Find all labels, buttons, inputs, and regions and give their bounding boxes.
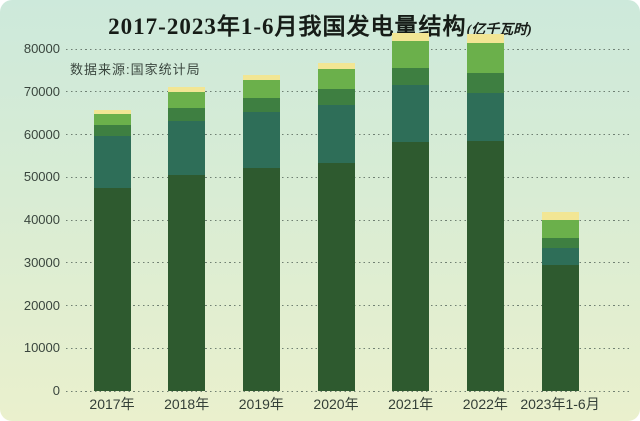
bar-2022年 [466, 34, 504, 391]
bar-2023年1-6月 [541, 211, 579, 391]
bar-2021年-dark-green-bottom-segment [392, 141, 430, 391]
bar-2017年 [93, 109, 131, 391]
bar-2019年-dark-green-bottom-segment [242, 168, 280, 391]
bar-2019年-bright-green-segment [242, 80, 280, 98]
y-axis-label-70000: 70000 [23, 83, 60, 99]
bar-2017年-bright-green-segment [93, 113, 131, 126]
bar-2023年1-6月-medium-green-segment [541, 238, 579, 249]
chart-title: 2017-2023年1-6月我国发电量结构(亿千瓦时) [0, 7, 640, 41]
bar-2020年-teal-segment [317, 105, 355, 164]
bar-2022年-teal-segment [466, 92, 504, 141]
bar-2021年 [392, 33, 430, 391]
bar-2017年-pale-yellow-top-segment [93, 109, 131, 114]
bar-2021年-bright-green-segment [392, 40, 430, 69]
y-axis-label-60000: 60000 [23, 126, 60, 142]
x-axis-label-2023年1-6月: 2023年1-6月 [520, 396, 600, 412]
bar-2023年1-6月-dark-green-bottom-segment [541, 264, 579, 391]
x-axis-label-2021年: 2021年 [388, 396, 434, 412]
bar-2022年-medium-green-segment [466, 72, 504, 93]
bar-2020年-pale-yellow-top-segment [317, 63, 355, 70]
x-axis-label-2017年: 2017年 [89, 396, 135, 412]
gridline-80000 [66, 48, 630, 50]
bar-2020年-medium-green-segment [317, 89, 355, 105]
bar-2022年-bright-green-segment [466, 43, 504, 73]
bar-2019年 [242, 75, 280, 391]
bar-2023年1-6月-pale-yellow-top-segment [541, 211, 579, 220]
bar-2018年-bright-green-segment [168, 91, 206, 109]
y-axis-label-40000: 40000 [23, 212, 60, 227]
bar-2020年-bright-green-segment [317, 69, 355, 90]
bar-2017年-medium-green-segment [93, 125, 131, 136]
y-axis-label-50000: 50000 [23, 169, 60, 185]
bar-2021年-teal-segment [392, 84, 430, 142]
y-axis-label-20000: 20000 [23, 297, 60, 313]
bar-2018年-medium-green-segment [168, 108, 206, 122]
bar-2017年-teal-segment [93, 135, 131, 188]
bar-2019年-teal-segment [242, 111, 280, 169]
data-source-note: 数据来源:国家统计局 [70, 62, 201, 77]
bar-2018年-dark-green-bottom-segment [168, 175, 206, 391]
bar-2018年-teal-segment [168, 121, 206, 176]
bar-2022年-dark-green-bottom-segment [466, 140, 504, 391]
y-axis-label-80000: 80000 [23, 41, 60, 56]
bar-2021年-medium-green-segment [392, 68, 430, 85]
bar-2019年-medium-green-segment [242, 97, 280, 112]
bar-2020年-dark-green-bottom-segment [317, 163, 355, 391]
gridline-0 [66, 390, 630, 392]
bar-2018年 [168, 86, 206, 391]
x-axis-label-2022年: 2022年 [462, 396, 508, 412]
bar-2020年 [317, 63, 355, 391]
bar-2022年-pale-yellow-top-segment [466, 34, 504, 44]
bar-2018年-pale-yellow-top-segment [168, 86, 206, 92]
x-axis-label-2019年: 2019年 [238, 396, 284, 412]
bar-2023年1-6月-bright-green-segment [541, 220, 579, 239]
bar-2021年-pale-yellow-top-segment [392, 33, 430, 41]
x-axis-label-2020年: 2020年 [313, 396, 359, 412]
bar-2019年-pale-yellow-top-segment [242, 75, 280, 81]
bar-2023年1-6月-teal-segment [541, 248, 579, 265]
chart-title-unit: (亿千瓦时) [466, 23, 532, 38]
y-axis-label-0: 0 [52, 383, 60, 398]
x-axis-label-2018年: 2018年 [164, 396, 210, 412]
y-axis-label-30000: 30000 [23, 254, 60, 270]
y-axis-label-10000: 10000 [23, 340, 60, 356]
bar-2017年-dark-green-bottom-segment [93, 187, 131, 391]
